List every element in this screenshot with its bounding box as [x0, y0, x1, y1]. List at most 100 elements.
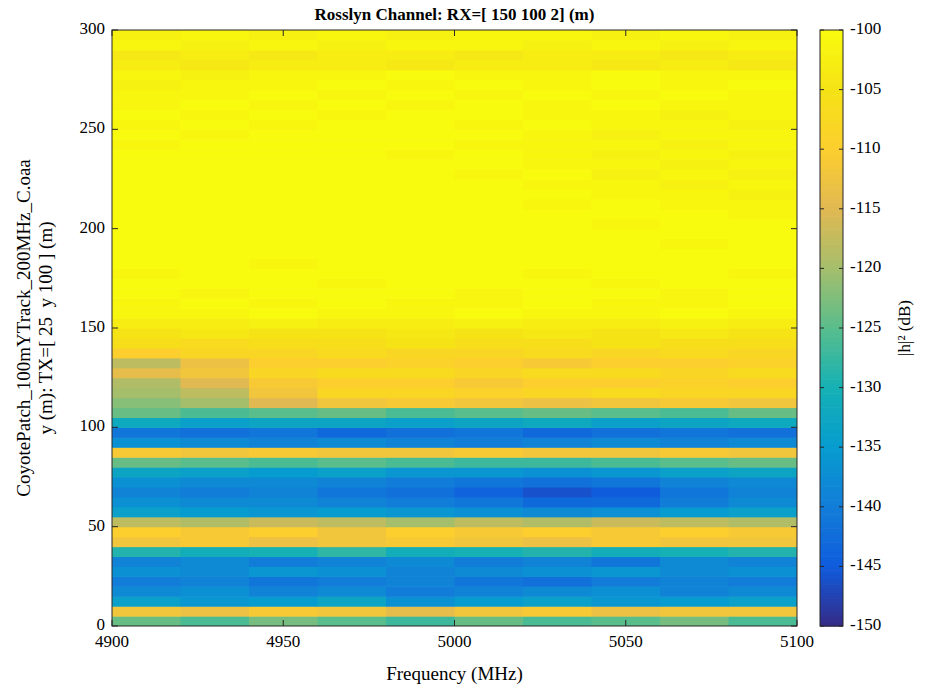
cell — [455, 268, 524, 279]
cell — [249, 209, 318, 220]
cell — [660, 209, 729, 220]
cell — [592, 388, 661, 399]
colorbar-strip — [820, 305, 843, 310]
cell — [112, 358, 181, 369]
cell — [318, 209, 387, 220]
cell — [660, 457, 729, 468]
cell — [112, 90, 181, 101]
cell — [523, 497, 592, 508]
cell — [455, 497, 524, 508]
cell — [592, 318, 661, 329]
cell — [729, 139, 798, 150]
cell — [660, 537, 729, 548]
cell — [455, 100, 524, 111]
cell — [386, 398, 455, 409]
colorbar-strip — [820, 240, 843, 245]
cell — [112, 407, 181, 418]
cell — [181, 219, 250, 230]
cell — [729, 30, 798, 41]
cell — [249, 477, 318, 488]
colorbar-strip — [820, 384, 843, 389]
cell — [729, 477, 798, 488]
cell — [386, 527, 455, 538]
cell — [181, 199, 250, 210]
cell — [181, 457, 250, 468]
cell — [455, 199, 524, 210]
cell — [592, 139, 661, 150]
cell — [660, 547, 729, 558]
colorbar-strip — [820, 356, 843, 361]
cell — [455, 109, 524, 120]
cell — [729, 586, 798, 597]
colorbar-tick — [820, 626, 824, 627]
colorbar-strip — [820, 333, 843, 338]
cell — [455, 119, 524, 130]
cell — [112, 278, 181, 289]
cell — [660, 109, 729, 120]
cell — [660, 100, 729, 111]
cell — [112, 467, 181, 478]
cell — [386, 100, 455, 111]
cell — [729, 537, 798, 548]
colorbar-tick — [820, 208, 824, 209]
cell — [660, 288, 729, 299]
cell — [112, 40, 181, 51]
cell — [112, 497, 181, 508]
colorbar-tick — [820, 387, 824, 388]
colorbar-strip — [820, 389, 843, 394]
cell — [112, 119, 181, 130]
colorbar-strip — [820, 58, 843, 63]
cell — [729, 258, 798, 269]
cell — [386, 378, 455, 389]
cell — [729, 437, 798, 448]
cell — [112, 507, 181, 518]
cell — [455, 338, 524, 349]
cell — [249, 90, 318, 101]
cell — [249, 427, 318, 438]
cell — [660, 427, 729, 438]
cell — [523, 169, 592, 180]
cell — [181, 30, 250, 41]
cell — [729, 219, 798, 230]
cell — [112, 427, 181, 438]
cell — [660, 437, 729, 448]
cell — [386, 298, 455, 309]
colorbar-strip — [820, 370, 843, 375]
colorbar-strip — [820, 351, 843, 356]
cell — [660, 308, 729, 319]
cell — [660, 487, 729, 498]
cell — [660, 298, 729, 309]
cell — [181, 606, 250, 617]
cell — [112, 457, 181, 468]
colorbar-tick-label: -120 — [850, 257, 881, 276]
cell — [660, 278, 729, 289]
cell — [181, 288, 250, 299]
colorbar-strip — [820, 542, 843, 547]
y-tick — [791, 129, 797, 130]
colorbar-strip — [820, 430, 843, 435]
colorbar-strip — [820, 491, 843, 496]
colorbar-tick-label: -105 — [850, 79, 881, 98]
cell — [455, 258, 524, 269]
cell — [249, 139, 318, 150]
cell — [249, 30, 318, 41]
cell — [660, 606, 729, 617]
colorbar-strip — [820, 421, 843, 426]
cell — [112, 547, 181, 558]
cell — [592, 417, 661, 428]
cell — [181, 179, 250, 190]
cell — [112, 70, 181, 81]
colorbar-strip — [820, 496, 843, 501]
cell — [181, 268, 250, 279]
cell — [660, 199, 729, 210]
cell — [386, 547, 455, 558]
cell — [181, 487, 250, 498]
cell — [181, 258, 250, 269]
cell — [660, 616, 729, 626]
cell — [181, 586, 250, 597]
cell — [181, 70, 250, 81]
cell — [592, 537, 661, 548]
cell — [455, 398, 524, 409]
cell — [660, 318, 729, 329]
colorbar-strip — [820, 142, 843, 147]
